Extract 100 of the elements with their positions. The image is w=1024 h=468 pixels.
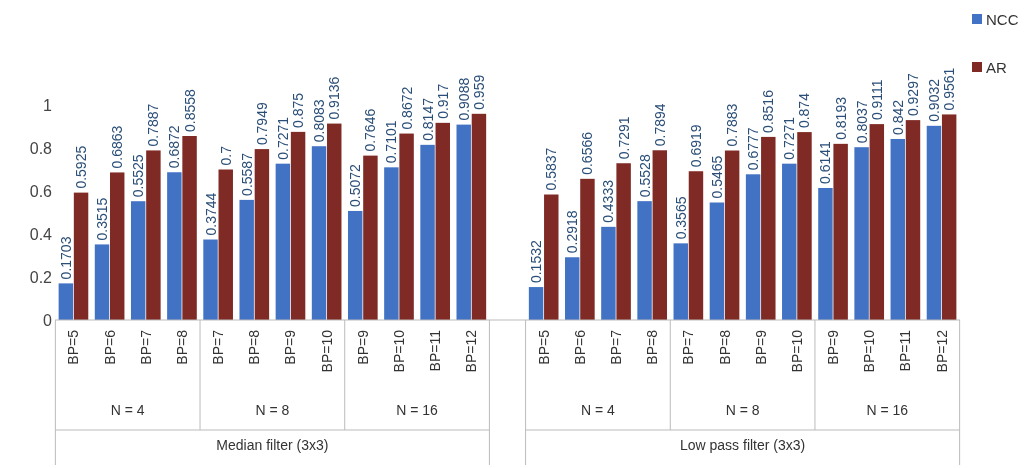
x-tick-label: BP=11	[897, 329, 914, 372]
x-tick-label: BP=8	[173, 329, 190, 365]
x-tick-label: BP=7	[608, 329, 625, 365]
data-label: 0.7101	[383, 120, 400, 164]
data-label: 0.9297	[904, 73, 921, 117]
bar	[347, 210, 363, 320]
data-label: 0.5072	[347, 163, 364, 207]
bar	[709, 202, 725, 320]
bar	[797, 132, 812, 320]
bar	[890, 138, 905, 320]
bar	[854, 147, 869, 320]
x-tick-label: BP=10	[861, 329, 878, 373]
bar	[833, 143, 848, 320]
x-tick-label: BP=8	[716, 329, 733, 365]
data-label: 0.9088	[455, 77, 472, 121]
x-tick-label: BP=12	[933, 329, 950, 373]
data-label: 0.7887	[145, 103, 162, 147]
data-label: 0.5837	[543, 147, 560, 191]
bar	[637, 201, 652, 320]
data-label: 0.6872	[166, 125, 183, 169]
bar	[435, 122, 450, 320]
data-label: 0.8558	[181, 88, 198, 132]
x-tick-label: BP=9	[354, 329, 371, 365]
data-label: 0.2918	[564, 210, 581, 254]
bar	[565, 257, 580, 320]
text: N = 4	[110, 402, 145, 418]
x-tick-label: BP=5	[65, 329, 82, 365]
x-tick-label: BP=11	[427, 329, 444, 372]
text: N = 8	[255, 402, 290, 418]
y-tick-label: 0.4	[29, 225, 53, 243]
data-label: 0.5587	[238, 152, 255, 196]
bar	[941, 114, 957, 320]
data-label: 0.9111	[868, 79, 885, 121]
x-tick-label: BP=7	[210, 329, 227, 365]
data-label: 0.3515	[94, 197, 111, 241]
bar	[363, 155, 378, 320]
bar	[290, 131, 306, 320]
y-tick-label: 0.6	[29, 182, 53, 200]
x-tick-label: BP=7	[680, 329, 697, 365]
x-tick-label: BP=9	[282, 329, 299, 365]
bar	[471, 113, 487, 320]
data-label: 0.7949	[253, 102, 270, 146]
data-label: 0.9136	[326, 76, 343, 120]
bar	[58, 283, 74, 320]
data-label: 0.874	[796, 92, 813, 129]
bar	[601, 226, 616, 320]
data-label: 0.5528	[636, 154, 653, 198]
data-label: 0.6863	[109, 125, 126, 169]
data-label: 0.1532	[528, 240, 545, 284]
data-label: 0.8083	[311, 99, 328, 143]
x-tick-label: BP=6	[101, 329, 118, 365]
bar	[130, 201, 146, 320]
x-tick-label: BP=10	[788, 329, 805, 373]
bar	[544, 194, 559, 320]
data-label: 0.7883	[724, 103, 741, 147]
bar	[239, 199, 254, 320]
bar	[616, 163, 631, 320]
bar	[761, 136, 776, 320]
data-label: 0.7894	[651, 103, 668, 147]
x-tick-label: BP=9	[752, 329, 769, 365]
text: N = 4	[581, 402, 616, 418]
data-label: 0.5525	[130, 154, 147, 198]
bar	[782, 163, 797, 320]
bar	[203, 239, 218, 320]
x-tick-label: BP=5	[535, 329, 552, 365]
x-tick-label: BP=10	[318, 329, 335, 373]
text: Median filter (3x3)	[216, 437, 329, 453]
data-label: 0.5925	[73, 145, 90, 189]
x-tick-label: BP=10	[390, 329, 407, 373]
data-label: 0.7271	[274, 116, 291, 160]
bar	[420, 144, 435, 320]
data-label: 0.7291	[615, 116, 632, 160]
data-label: 0.6919	[687, 124, 704, 168]
bar	[311, 146, 327, 320]
bar	[745, 174, 761, 320]
y-tick-label: 0.2	[29, 268, 53, 286]
bar	[254, 149, 270, 320]
bar	[818, 187, 833, 320]
data-label: 0.8147	[419, 97, 436, 141]
x-tick-label: BP=8	[246, 329, 263, 365]
data-label: 0.8516	[760, 89, 777, 133]
x-tick-label: BP=12	[463, 329, 480, 373]
y-tick-label: 1	[43, 96, 53, 114]
data-label: 0.5465	[708, 155, 725, 199]
x-tick-label: BP=7	[137, 329, 154, 365]
y-tick-label: 0	[43, 311, 53, 329]
y-tick-label: 0.8	[29, 139, 53, 157]
bar	[167, 172, 182, 320]
bar	[456, 124, 471, 320]
text: N = 16	[866, 402, 909, 418]
bar	[110, 172, 125, 320]
bar	[182, 136, 197, 320]
data-label: 0.3565	[672, 196, 689, 240]
data-label: 0.7271	[781, 116, 798, 160]
data-label: 0.1703	[57, 236, 74, 280]
data-label: 0.8672	[398, 86, 415, 130]
bar	[528, 287, 544, 320]
data-label: 0.842	[889, 99, 906, 135]
bar	[673, 243, 688, 320]
legend-label: AR	[986, 59, 1007, 76]
